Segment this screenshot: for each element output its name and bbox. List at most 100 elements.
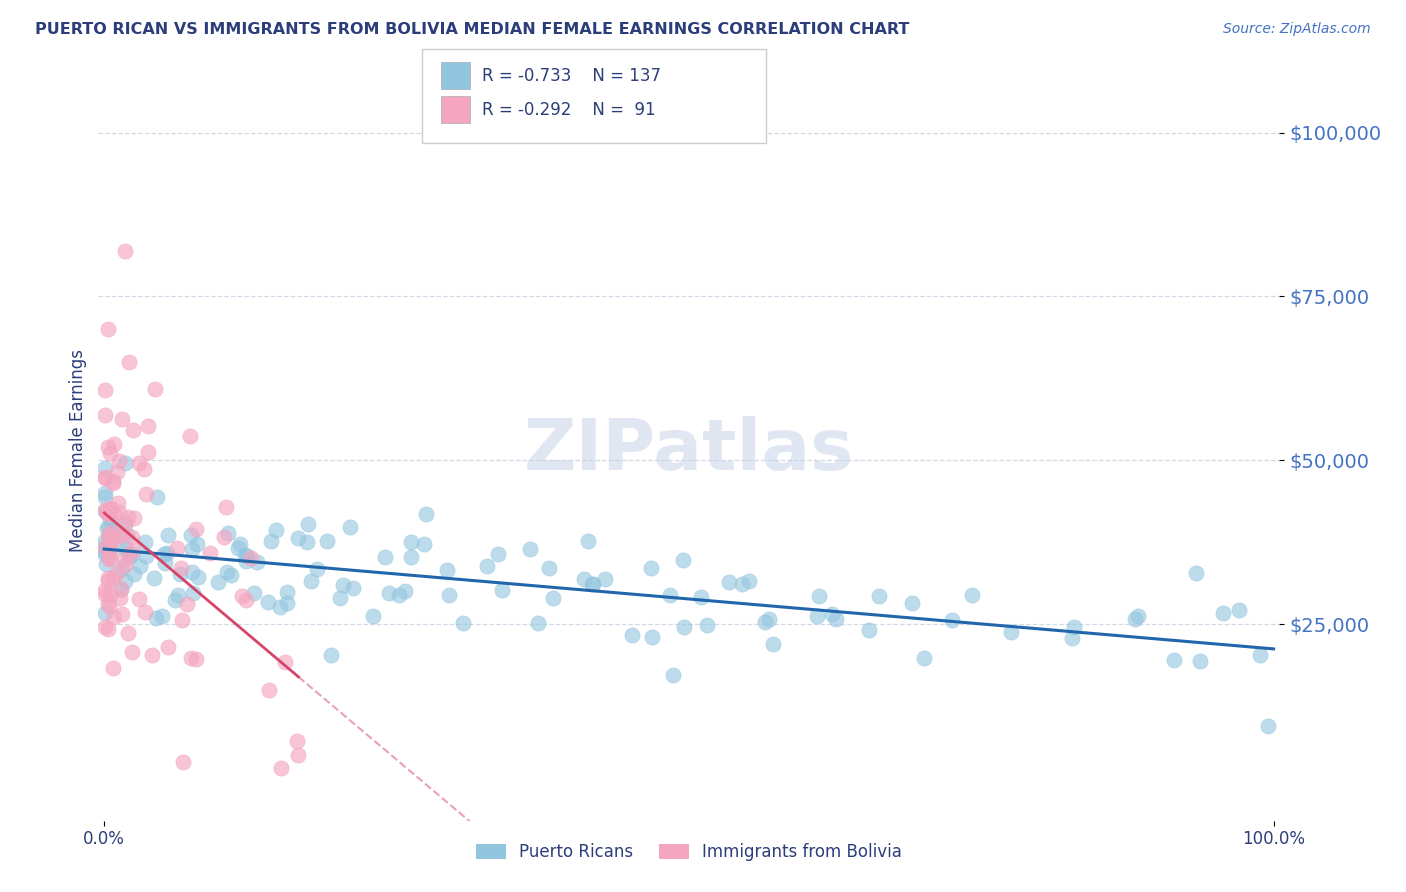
Point xyxy=(1212,606,1234,620)
Y-axis label: Median Female Earnings: Median Female Earnings xyxy=(69,349,87,552)
Point xyxy=(94,408,117,422)
Point xyxy=(115,528,138,542)
Point xyxy=(94,540,117,554)
Point xyxy=(117,626,139,640)
Point xyxy=(136,419,159,434)
Point xyxy=(287,748,309,763)
Point xyxy=(97,571,120,585)
Point xyxy=(94,486,117,500)
Point xyxy=(103,507,125,521)
Point xyxy=(541,591,564,605)
Point xyxy=(96,541,118,556)
Point xyxy=(451,615,474,630)
Point xyxy=(107,454,129,468)
Point xyxy=(581,577,603,591)
Point xyxy=(121,543,143,558)
Point xyxy=(110,562,132,576)
Point xyxy=(135,487,157,501)
Point xyxy=(114,517,136,532)
Point xyxy=(526,615,548,630)
Point xyxy=(399,549,422,564)
Point xyxy=(295,535,318,549)
Point xyxy=(97,574,120,589)
Point xyxy=(108,505,131,519)
Point xyxy=(117,510,139,524)
Point xyxy=(94,469,117,483)
Text: ZIPatlas: ZIPatlas xyxy=(524,416,853,485)
Point xyxy=(94,504,117,518)
Point xyxy=(186,537,208,551)
Point xyxy=(100,533,122,547)
Point xyxy=(378,585,401,599)
Point xyxy=(143,382,166,396)
Point xyxy=(100,524,122,539)
Point xyxy=(187,569,209,583)
Point xyxy=(97,440,120,454)
Point xyxy=(718,575,741,590)
Point xyxy=(121,530,143,544)
Point xyxy=(98,534,121,549)
Point xyxy=(98,511,121,525)
Point xyxy=(226,541,249,555)
Point xyxy=(118,355,141,369)
Point xyxy=(141,648,163,662)
Point xyxy=(274,655,297,669)
Point xyxy=(121,645,143,659)
Text: PUERTO RICAN VS IMMIGRANTS FROM BOLIVIA MEDIAN FEMALE EARNINGS CORRELATION CHART: PUERTO RICAN VS IMMIGRANTS FROM BOLIVIA … xyxy=(35,22,910,37)
Point xyxy=(98,550,121,565)
Point xyxy=(413,537,436,551)
Point xyxy=(240,551,263,566)
Point xyxy=(146,491,169,505)
Point xyxy=(388,588,411,602)
Point xyxy=(94,503,117,517)
Point xyxy=(111,527,134,541)
Point xyxy=(621,627,644,641)
Point xyxy=(98,549,121,563)
Point xyxy=(114,517,136,532)
Point xyxy=(1060,631,1083,645)
Point xyxy=(176,598,198,612)
Point xyxy=(1163,653,1185,667)
Point xyxy=(184,652,207,666)
Point xyxy=(436,563,458,577)
Point xyxy=(394,584,416,599)
Point xyxy=(373,549,395,564)
Point xyxy=(243,586,266,600)
Point xyxy=(758,612,780,626)
Point xyxy=(212,530,235,544)
Point xyxy=(229,537,252,551)
Point xyxy=(1123,612,1146,626)
Point xyxy=(339,519,361,533)
Point xyxy=(235,593,257,607)
Point xyxy=(94,583,117,598)
Point xyxy=(121,547,143,561)
Point xyxy=(97,532,120,546)
Point xyxy=(114,574,136,589)
Point xyxy=(143,571,166,585)
Point xyxy=(235,554,257,568)
Point xyxy=(117,547,139,561)
Point xyxy=(134,462,156,476)
Point xyxy=(105,566,128,581)
Point xyxy=(128,591,150,606)
Point xyxy=(200,546,222,560)
Point xyxy=(276,585,298,599)
Point xyxy=(108,540,131,554)
Point xyxy=(399,535,422,549)
Point xyxy=(94,490,117,504)
Point xyxy=(94,383,117,397)
Point xyxy=(762,637,785,651)
Point xyxy=(486,547,509,561)
Point xyxy=(307,561,329,575)
Point xyxy=(491,582,513,597)
Point xyxy=(118,549,141,564)
Point xyxy=(98,502,121,516)
Point xyxy=(215,500,238,514)
Point xyxy=(640,630,662,644)
Point xyxy=(825,612,848,626)
Point xyxy=(415,507,437,521)
Point xyxy=(97,551,120,566)
Point xyxy=(259,683,281,698)
Point xyxy=(1227,602,1250,616)
Point xyxy=(94,547,117,561)
